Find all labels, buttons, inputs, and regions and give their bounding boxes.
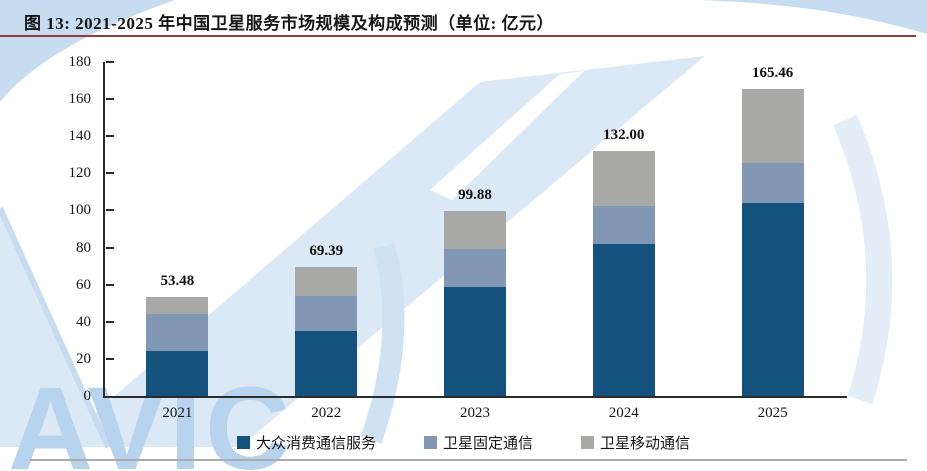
bar-segment-2023-大众消费通信服务 [444, 286, 506, 396]
y-tick-mark [106, 320, 114, 323]
y-tick-mark [106, 283, 114, 286]
y-tick-mark [106, 172, 114, 175]
y-tick-mark [106, 357, 114, 360]
bar-segment-2025-卫星移动通信 [741, 89, 804, 164]
bar-total-label: 99.88 [458, 186, 492, 203]
legend-item: 卫星移动通信 [581, 432, 690, 453]
bar-segment-2025-大众消费通信服务 [741, 203, 804, 396]
x-tick-label: 2024 [608, 405, 639, 421]
x-tick-label: 2023 [460, 405, 490, 421]
bar-segment-2022-大众消费通信服务 [295, 331, 358, 396]
y-tick-label: 120 [68, 165, 92, 182]
figure-title: 图 13: 2021-2025 年中国卫星服务市场规模及构成预测（单位: 亿元） [24, 14, 554, 33]
y-tick-mark [106, 246, 114, 249]
y-tick-label: 180 [68, 54, 92, 70]
y-tick-label: 100 [68, 202, 92, 219]
x-tick-label: 2022 [311, 405, 342, 421]
bar-segment-2024-卫星移动通信 [592, 151, 655, 206]
title-divider [0, 35, 916, 37]
y-tick-label: 0 [83, 388, 92, 404]
x-tick-label: 2021 [162, 405, 193, 421]
y-tick-label: 160 [68, 91, 92, 108]
y-tick-mark [106, 61, 114, 63]
bar-total-label: 53.48 [160, 272, 195, 289]
legend-swatch [423, 436, 437, 449]
legend: 大众消费通信服务 卫星固定通信 卫星移动通信 [0, 432, 927, 453]
x-axis-line [103, 396, 847, 398]
y-tick-mark [106, 98, 114, 101]
bar-segment-2023-卫星移动通信 [444, 210, 506, 250]
y-tick-label: 80 [76, 239, 91, 256]
legend-swatch [236, 436, 250, 449]
y-tick-mark [106, 135, 114, 138]
legend-item: 大众消费通信服务 [236, 432, 376, 453]
legend-item: 卫星固定通信 [423, 432, 533, 453]
y-axis-line [103, 62, 105, 396]
bar-segment-2021-卫星移动通信 [146, 296, 209, 315]
bar-total-label: 132.00 [603, 127, 645, 144]
bar-segment-2024-卫星固定通信 [592, 205, 655, 244]
x-tick-label: 2025 [757, 405, 788, 421]
bar-segment-2024-大众消费通信服务 [592, 243, 655, 396]
plot-area: 0 20 40 60 80 100 120 140 160 180 53.48 2021 69.39 20… [69, 54, 847, 421]
bar-segment-2021-卫星固定通信 [146, 314, 209, 352]
bar-segment-2022-卫星固定通信 [295, 295, 358, 332]
y-tick-label: 140 [68, 128, 92, 145]
bar-segment-2022-卫星移动通信 [295, 267, 358, 296]
legend-label: 卫星移动通信 [600, 436, 691, 452]
bar-segment-2025-卫星固定通信 [741, 163, 804, 204]
legend-label: 卫星固定通信 [442, 436, 533, 452]
legend-swatch [581, 436, 594, 449]
y-tick-label: 20 [76, 350, 91, 367]
y-tick-label: 40 [76, 313, 91, 330]
legend-label: 大众消费通信服务 [255, 436, 376, 452]
bar-total-label: 69.39 [309, 243, 344, 260]
bar-segment-2023-卫星固定通信 [444, 249, 506, 287]
figure-bottom-divider [30, 459, 907, 461]
bar-total-label: 165.46 [751, 64, 794, 81]
y-tick-label: 60 [76, 276, 91, 293]
y-tick-mark [106, 209, 114, 212]
bar-segment-2021-大众消费通信服务 [146, 351, 209, 396]
